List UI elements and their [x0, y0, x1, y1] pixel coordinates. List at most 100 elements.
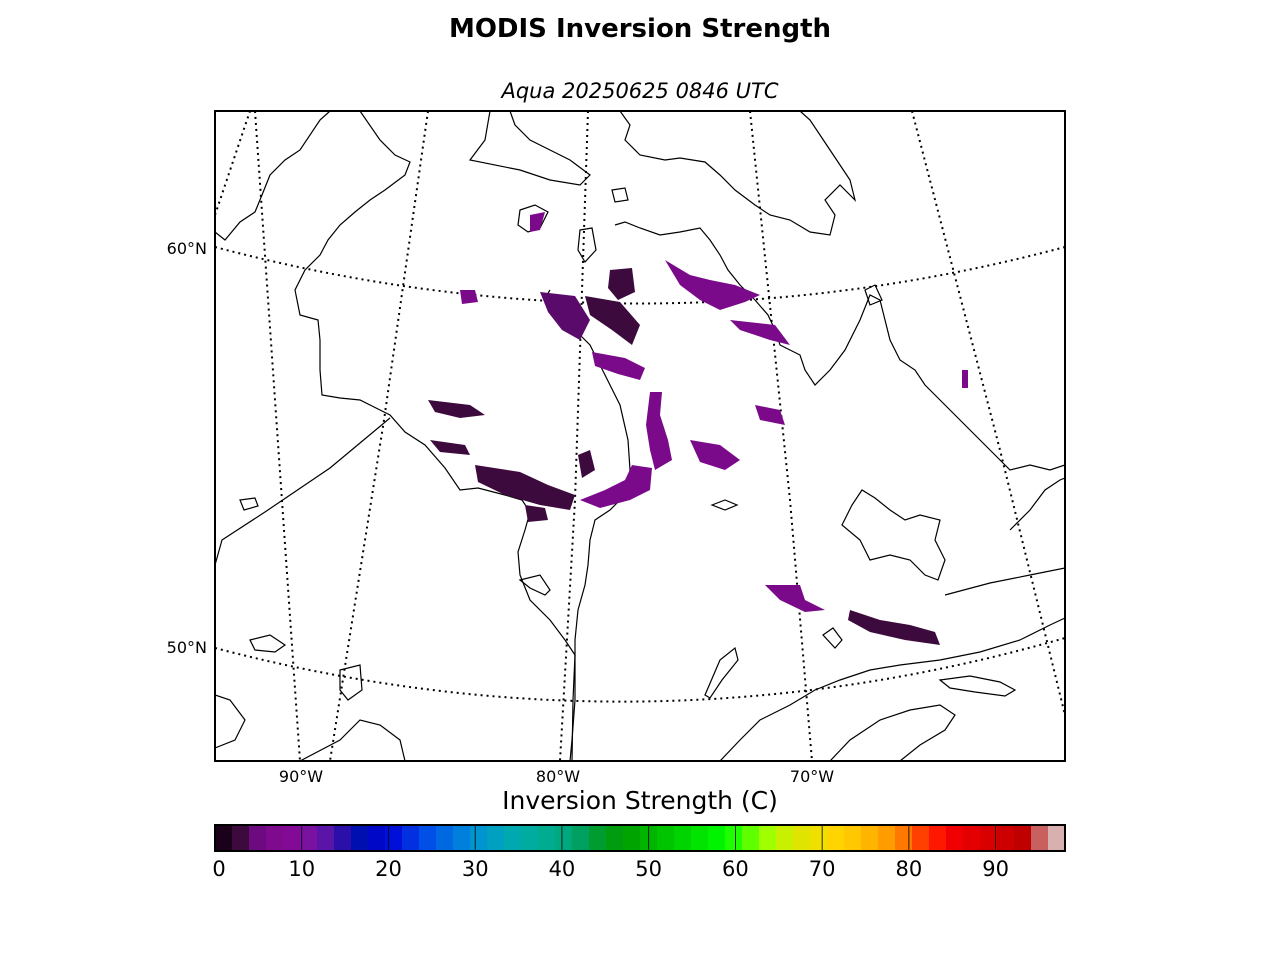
inversion-data — [428, 212, 968, 645]
colorbar-tick-label: 90 — [982, 857, 1009, 881]
colorbar-segment — [1048, 825, 1066, 851]
data-patch — [592, 352, 645, 380]
colorbar-tick-label: 70 — [809, 857, 836, 881]
colorbar-segment — [980, 825, 998, 851]
colorbar-tick-label: 50 — [635, 857, 662, 881]
colorbar-segment — [793, 825, 811, 851]
meridian-75w — [749, 111, 813, 761]
plot-title: MODIS Inversion Strength — [448, 14, 832, 44]
data-patch — [580, 465, 652, 508]
colorbar-segment — [929, 825, 947, 851]
colorbar-segment — [623, 825, 641, 851]
colorbar-segment — [895, 825, 913, 851]
island-mansel — [577, 227, 597, 264]
coast-lake-huron — [299, 719, 406, 761]
colorbar-segment — [504, 825, 522, 851]
lake-minto — [710, 499, 739, 511]
data-patch — [690, 440, 740, 470]
colorbar — [215, 825, 1066, 851]
colorbar-segment — [878, 825, 896, 851]
colorbar-segment — [300, 825, 318, 851]
colorbar-segment — [963, 825, 981, 851]
data-patch — [608, 268, 635, 300]
coast-baffin-left — [468, 111, 591, 186]
data-patch — [530, 212, 545, 232]
coast-james-bay-east — [569, 655, 576, 761]
lon-label-90w: 90°W — [279, 767, 323, 786]
colorbar-segment — [487, 825, 505, 851]
data-patch — [430, 440, 470, 455]
colorbar-segment — [572, 825, 590, 851]
data-patch — [475, 465, 575, 510]
graticule — [215, 111, 1065, 761]
data-patch — [428, 400, 485, 418]
colorbar-tick-label: 20 — [375, 857, 402, 881]
meridian-65w — [215, 111, 251, 216]
lat-label-60n: 60°N — [167, 239, 207, 258]
colorbar-segment — [589, 825, 607, 851]
data-patch — [578, 450, 595, 478]
data-patch — [755, 405, 785, 425]
colorbar-segment — [1031, 825, 1049, 851]
colorbar-ticks: 0 10 20 30 40 50 60 70 80 90 — [212, 825, 1009, 881]
coast-ungava-west — [614, 221, 1065, 471]
data-patch — [665, 260, 760, 310]
border-quebec-labrador — [944, 567, 1065, 596]
data-patch — [460, 290, 478, 304]
coast-nova-scotia — [829, 704, 956, 761]
labrador-inland — [841, 489, 946, 581]
colorbar-segment — [810, 825, 828, 851]
meridian-85w — [329, 111, 429, 761]
colorbar-segment — [827, 825, 845, 851]
coast-lake-superior — [249, 634, 287, 653]
lon-label-70w: 70°W — [790, 767, 834, 786]
map-frame — [214, 110, 1066, 762]
data-patch — [585, 296, 640, 345]
coast-hudson-bay-main — [294, 111, 631, 657]
data-patch — [646, 392, 672, 470]
map-area — [215, 111, 1065, 761]
plot-subtitle: Aqua 20250625 0846 UTC — [501, 79, 779, 103]
colorbar-segment — [385, 825, 403, 851]
meridian-90w — [254, 111, 301, 761]
colorbar-tick-label: 40 — [549, 857, 576, 881]
data-patch — [525, 505, 548, 522]
data-patch — [962, 370, 968, 388]
colorbar-segment — [946, 825, 964, 851]
data-patch — [730, 320, 790, 345]
colorbar-tick-label: 60 — [722, 857, 749, 881]
coast-lake-nipigon — [339, 664, 363, 701]
colorbar-segment — [368, 825, 386, 851]
data-patch — [848, 610, 940, 645]
colorbar-segment — [215, 825, 233, 851]
coast-lake-michigan — [215, 694, 246, 749]
colorbar-segment — [538, 825, 556, 851]
colorbar-tick-label: 10 — [288, 857, 315, 881]
coast-hudson-bay-west — [215, 111, 331, 241]
colorbar-tick-label: 80 — [896, 857, 923, 881]
colorbar-segment — [674, 825, 692, 851]
colorbar-segment — [283, 825, 301, 851]
colorbar-segment — [912, 825, 930, 851]
data-patch — [540, 292, 590, 340]
island-coats — [611, 187, 629, 203]
lat-label-50n: 50°N — [167, 638, 207, 657]
colorbar-segment — [351, 825, 369, 851]
colorbar-segment — [657, 825, 675, 851]
coast-baffin-south — [619, 111, 857, 236]
colorbar-tick-label: 30 — [462, 857, 489, 881]
island-anticosti — [938, 675, 1017, 697]
coast-southeast — [1009, 477, 1065, 531]
colorbar-segment — [266, 825, 284, 851]
colorbar-segment — [691, 825, 709, 851]
colorbar-segment — [555, 825, 573, 851]
coast-gulf-stlawrence — [719, 617, 1065, 761]
parallel-60n — [215, 246, 1065, 305]
colorbar-segment — [402, 825, 420, 851]
coast-ungava-tip — [864, 284, 883, 306]
colorbar-segment — [997, 825, 1015, 851]
lon-label-80w: 80°W — [536, 767, 580, 786]
colorbar-segment — [844, 825, 862, 851]
colorbar-segment — [419, 825, 437, 851]
border-manitoba-ontario — [215, 417, 391, 566]
